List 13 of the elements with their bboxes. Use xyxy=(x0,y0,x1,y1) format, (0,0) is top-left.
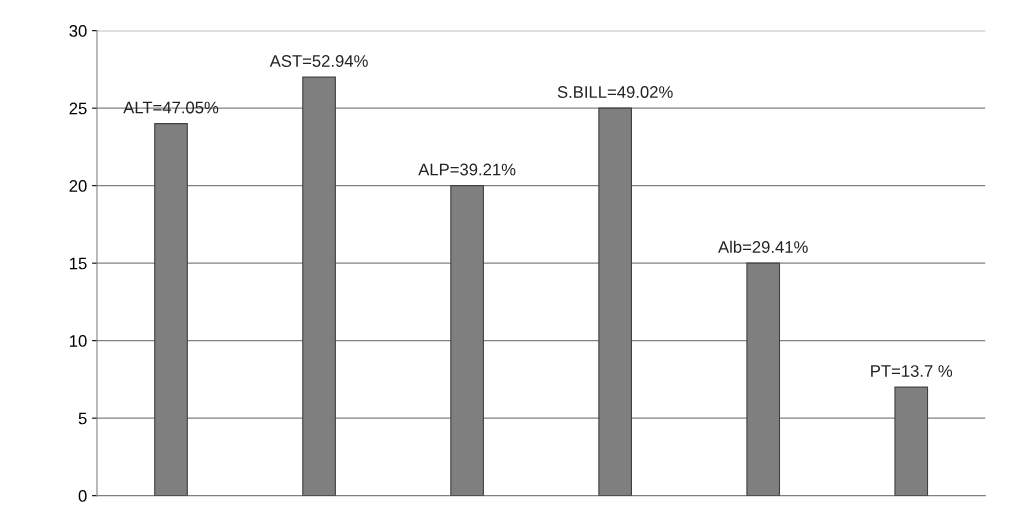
annotation: ALP=39.21% xyxy=(418,163,516,176)
y-tick-label: 20 xyxy=(69,180,87,192)
annotation: Alb=29.41% xyxy=(718,240,808,253)
annotation: PT=13.7 % xyxy=(871,365,953,377)
y-tick-label: 15 xyxy=(70,257,87,270)
y-tick-label: 10 xyxy=(70,335,87,347)
y-tick-label: 30 xyxy=(69,25,87,37)
annotation: AST=52.94% xyxy=(269,55,368,67)
y-tick-label: 0 xyxy=(78,490,87,502)
annotation: S.BILL=49.02% xyxy=(557,86,673,98)
annotation: ALT=47.05% xyxy=(123,101,219,114)
y-tick-label: 5 xyxy=(78,412,87,425)
y-tick-label: 25 xyxy=(69,102,87,115)
